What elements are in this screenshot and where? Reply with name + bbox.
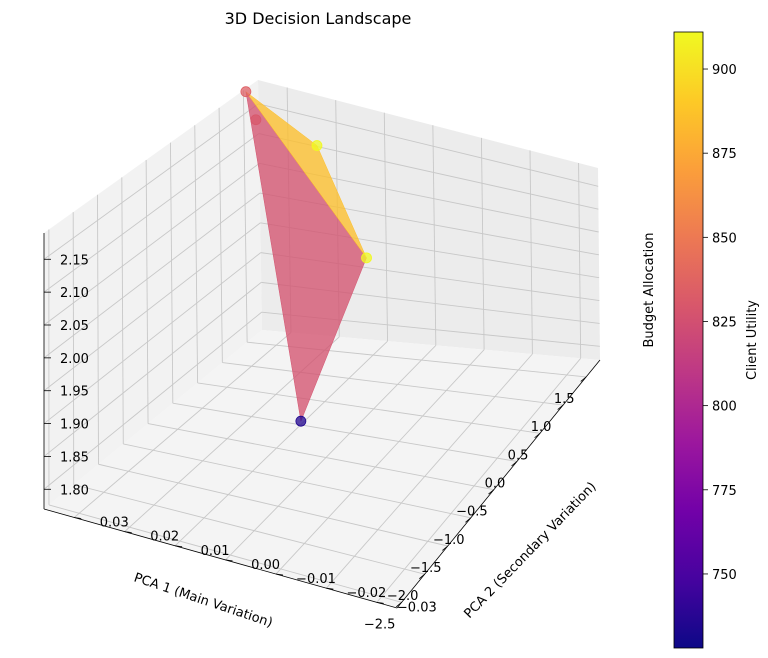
colorbar-tick-label: 775 (712, 484, 737, 499)
data-point (296, 416, 306, 426)
x-axis-label: PCA 1 (Main Variation) (132, 571, 275, 631)
z-tick-label: 2.05 (60, 319, 89, 334)
chart-title: 3D Decision Landscape (225, 9, 412, 28)
colorbar-label: Client Utility (745, 300, 760, 380)
z-tick-label: 1.85 (60, 450, 89, 465)
z-tick-label: 1.90 (60, 418, 89, 433)
x-tick-label: 0.0 (485, 476, 506, 491)
z-tick-label: 1.80 (60, 483, 89, 498)
colorbar-tick-label: 800 (712, 400, 737, 415)
y-tick-label: −0.02 (346, 586, 386, 601)
z-tick-label: 2.00 (60, 352, 89, 367)
y-tick-label: −0.03 (397, 600, 437, 615)
y-tick-label: 0.03 (100, 515, 129, 530)
y-tick-label: −0.01 (296, 572, 336, 587)
y-tick-label: 0.00 (251, 558, 280, 573)
y-tick-label: 0.01 (201, 544, 230, 559)
colorbar-tick-label: 825 (712, 315, 737, 330)
colorbar (674, 32, 703, 648)
z-axis-label: Budget Allocation (642, 233, 657, 348)
x-tick-label: 0.5 (508, 448, 529, 463)
data-point (312, 141, 322, 151)
colorbar-tick-label: 900 (712, 63, 737, 78)
x-tick-label: −1.0 (433, 533, 465, 548)
z-tick-label: 2.10 (60, 286, 89, 301)
colorbar-ticks: 750 775 800 825 850 875 900 (703, 63, 737, 583)
data-point (241, 87, 251, 97)
x-tick-label: 1.0 (531, 420, 552, 435)
colorbar-tick-label: 750 (712, 568, 737, 583)
data-point (251, 115, 261, 125)
x-tick-label: 1.5 (554, 392, 575, 407)
x-tick-label: −1.5 (410, 561, 442, 576)
z-tick-label: 2.15 (60, 253, 89, 268)
z-tick-label: 1.95 (60, 385, 89, 400)
colorbar-tick-label: 850 (712, 231, 737, 246)
y-tick-label: 0.02 (150, 530, 179, 545)
x-tick-label: −2.5 (364, 617, 396, 632)
colorbar-tick-label: 875 (712, 147, 737, 162)
data-point (362, 253, 372, 263)
x-tick-label: −0.5 (456, 505, 488, 520)
